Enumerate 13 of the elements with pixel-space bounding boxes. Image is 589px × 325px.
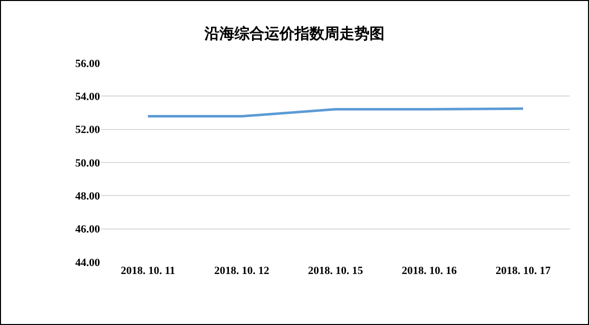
y-tick-label: 54.00 (75, 91, 100, 104)
x-tick-label: 2018. 10. 15 (308, 265, 364, 277)
y-tick-label: 44.00 (75, 256, 100, 269)
y-tick-label: 56.00 (75, 58, 100, 70)
x-tick-label: 2018. 10. 17 (496, 265, 552, 277)
y-tick-label: 50.00 (75, 157, 100, 170)
y-tick-label: 52.00 (75, 124, 100, 136)
y-tick-label: 46.00 (75, 224, 100, 236)
x-tick-label: 2018. 10. 11 (120, 265, 176, 277)
chart-title: 沿海综合运价指数周走势图 (204, 26, 384, 43)
x-tick-label: 2018. 10. 12 (214, 265, 270, 277)
y-tick-label: 48.00 (75, 190, 100, 203)
x-tick-label: 2018. 10. 16 (402, 265, 458, 277)
